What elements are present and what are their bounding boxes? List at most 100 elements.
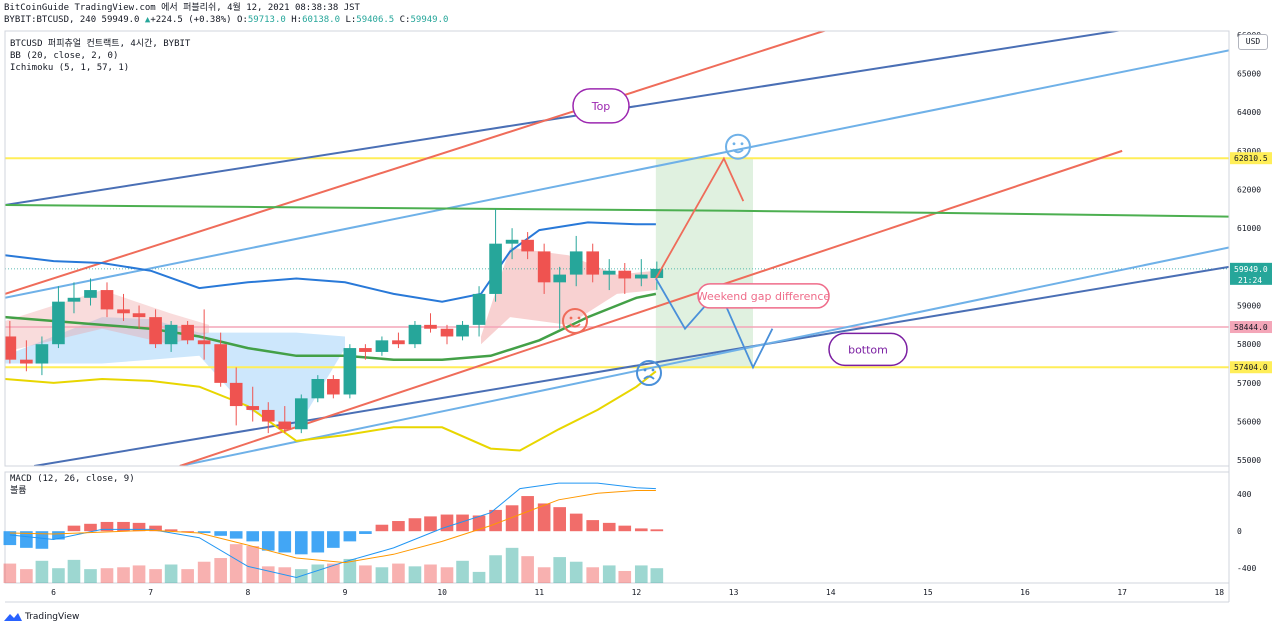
price-tick-label: 55000	[1237, 456, 1261, 465]
candle-body	[197, 340, 211, 345]
happy-face-red-icon-eye	[577, 316, 581, 320]
price-label: 58444.0	[1234, 323, 1268, 332]
volume-bar	[100, 568, 114, 583]
candle-body	[359, 348, 372, 352]
candle-body	[261, 409, 275, 422]
close-value: 59949.0	[410, 15, 449, 25]
trend-channel-line	[179, 149, 1123, 466]
candle-body	[132, 313, 146, 318]
volume-bar	[197, 561, 211, 583]
macd-signal-line	[9, 490, 656, 564]
volume-bar	[20, 569, 33, 583]
volume-bar	[343, 558, 357, 583]
macd-tick-label: 0	[1237, 527, 1242, 536]
time-tick-label: 17	[1117, 588, 1127, 597]
tradingview-logo[interactable]: TradingView	[4, 611, 79, 623]
price-label: 57404.0	[1234, 363, 1268, 372]
trend-channel-line	[179, 246, 1229, 466]
volume-bar	[521, 556, 534, 583]
candle-body	[20, 359, 33, 364]
high-label: H:	[291, 15, 303, 25]
volume-bar	[84, 569, 97, 583]
volume-bar	[229, 544, 243, 583]
volume-bar	[618, 570, 632, 583]
volume-bar	[440, 567, 454, 583]
up-arrow-icon: ▲	[144, 15, 151, 25]
volume-bar	[505, 547, 519, 583]
macd-histogram-bar	[472, 515, 486, 532]
ichimoku-cloud-red-2	[481, 247, 656, 345]
ichimoku-cloud-blue	[5, 317, 345, 430]
macd-histogram-bar	[586, 520, 600, 532]
macd-histogram-bar	[408, 518, 422, 532]
volume-bar	[117, 567, 130, 583]
currency-button[interactable]: USD	[1238, 34, 1268, 50]
macd-histogram-bar	[424, 516, 437, 532]
candle-body	[456, 324, 469, 337]
macd-histogram-bar	[20, 531, 33, 548]
candle-body	[181, 324, 194, 341]
price-tick-label: 63000	[1237, 147, 1261, 156]
macd-histogram-bar	[52, 531, 65, 540]
bb-upper-line	[5, 221, 656, 303]
volume-bar	[261, 566, 275, 583]
macd-tick-label: 400	[1237, 490, 1252, 499]
legend-symbol: BTCUSD 퍼피츄얼 컨트랙트, 4시간, BYBIT	[10, 39, 191, 49]
volume-bar	[214, 558, 227, 583]
macd-histogram-bar	[505, 505, 519, 532]
macd-histogram-bar	[489, 509, 502, 532]
legend-macd: MACD (12, 26, close, 9)	[10, 474, 135, 484]
candle-body	[602, 270, 616, 275]
macd-histogram-bar	[521, 496, 534, 532]
candle-body	[472, 293, 486, 325]
macd-histogram-bar	[132, 522, 146, 532]
candle-body	[489, 243, 502, 294]
macd-histogram-bar	[197, 531, 211, 534]
candle-body	[327, 379, 340, 395]
legend-ichimoku: Ichimoku (5, 1, 57, 1)	[10, 63, 130, 73]
time-tick-label: 10	[437, 588, 447, 597]
volume-bar	[472, 571, 486, 583]
candle-body	[229, 382, 243, 407]
macd-histogram-bar	[359, 531, 372, 534]
macd-histogram-bar	[3, 531, 17, 546]
bb-lower-line	[5, 370, 657, 452]
sad-face-icon-eye	[643, 368, 647, 372]
price-label-box	[1230, 152, 1272, 165]
time-tick-label: 8	[245, 588, 250, 597]
candle-body	[424, 324, 437, 329]
candle-body	[521, 239, 534, 252]
price-tick-label: 58000	[1237, 340, 1261, 349]
macd-histogram-bar	[569, 513, 583, 532]
volume-bar	[650, 568, 664, 583]
happy-face-icon-mouth	[732, 149, 744, 154]
macd-histogram-bar	[214, 531, 227, 536]
symbol: BYBIT:BTCUSD, 240	[4, 15, 97, 25]
candle-body	[505, 239, 519, 244]
candle-body	[392, 340, 405, 345]
close-label: C:	[399, 15, 411, 25]
candle-body	[117, 309, 130, 314]
sad-face-icon	[636, 360, 662, 386]
time-tick-label: 12	[632, 588, 642, 597]
candle-body	[214, 344, 227, 383]
candle-body	[618, 270, 632, 279]
price-pane	[5, 31, 1229, 466]
projection-red-path	[655, 156, 745, 279]
price-tick-label: 62000	[1237, 186, 1261, 195]
happy-face-red-icon-mouth	[569, 323, 581, 328]
candle-body	[537, 251, 551, 283]
price-tick-label: 64000	[1237, 108, 1261, 117]
macd-histogram-bar	[311, 531, 325, 553]
volume-bar	[246, 546, 260, 583]
volume-bar	[67, 559, 81, 583]
sad-face-icon-mouth	[643, 375, 655, 380]
legend-volume: 볼륨	[10, 486, 27, 496]
macd-histogram-bar	[164, 529, 178, 532]
tradingview-logo-icon	[4, 613, 22, 621]
ohlc-header: BYBIT:BTCUSD, 240 59949.0 ▲+224.5 (+0.38…	[4, 15, 448, 26]
candle-body	[67, 297, 81, 302]
volume-bar	[456, 560, 469, 583]
time-tick-label: 14	[826, 588, 836, 597]
